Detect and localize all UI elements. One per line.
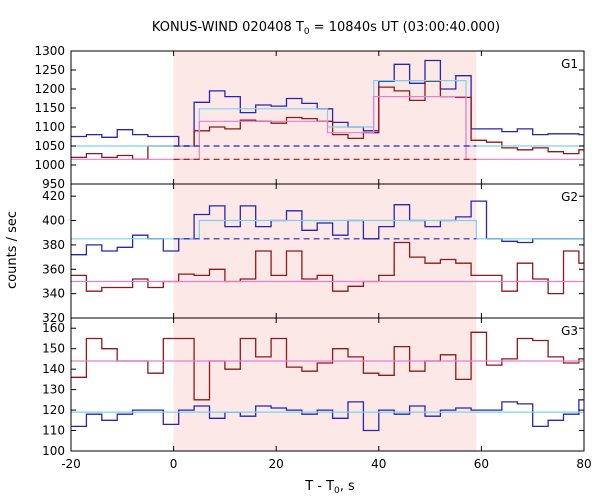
- panel-g1: 950 1000 1050 1100 1150 1200 1250 1300 G1: [34, 44, 585, 191]
- x-tick-label: -20: [61, 457, 81, 471]
- chart-title: KONUS-WIND 020408 T0 = 10840s UT (03:00:…: [152, 20, 500, 37]
- plot-area: 9501000105011001150120012501300G13203403…: [34, 44, 591, 471]
- series-counts-dark-red: [71, 241, 584, 295]
- shaded-interval: [173, 51, 477, 184]
- y-tick-label: 120: [42, 403, 65, 417]
- y-tick-label: 320: [42, 311, 65, 325]
- shaded-interval: [173, 318, 477, 451]
- series-counts-blue: [71, 399, 584, 432]
- y-tick-label: 1100: [34, 120, 65, 134]
- y-tick-label: 1150: [34, 101, 65, 115]
- y-tick-label: 110: [42, 424, 65, 438]
- y-tick-label: 420: [42, 189, 65, 203]
- panel-label: G2: [561, 190, 578, 204]
- y-tick-label: 1050: [34, 139, 65, 153]
- panel-label: G1: [561, 57, 578, 71]
- y-tick-label: 950: [42, 177, 65, 191]
- y-axis-label: counts / sec: [5, 211, 20, 289]
- panel-frame: [70, 317, 585, 452]
- y-tick-label: 1200: [34, 82, 65, 96]
- x-tick-label: 0: [170, 457, 178, 471]
- panel-g3: 100 110 120 130 140 150 160 G3: [42, 317, 585, 458]
- y-tick-label: 1300: [34, 44, 65, 58]
- y-tick-label: 1000: [34, 158, 65, 172]
- x-tick-label: 40: [371, 457, 386, 471]
- panel-g2: 320 340 360 380 400 420 G2: [42, 183, 585, 325]
- x-axis-label: T - T0, s: [304, 479, 355, 496]
- y-tick-label: 160: [42, 321, 65, 335]
- y-tick-label: 340: [42, 287, 65, 301]
- y-tick-label: 100: [42, 444, 65, 458]
- y-tick-label: 380: [42, 238, 65, 252]
- x-tick-label: 20: [269, 457, 284, 471]
- y-tick-label: 130: [42, 383, 65, 397]
- y-tick-label: 360: [42, 262, 65, 276]
- panel-label: G3: [561, 324, 578, 338]
- x-tick-label: 80: [576, 457, 591, 471]
- series-counts-dark-red: [71, 331, 584, 401]
- x-tick-label: 60: [474, 457, 489, 471]
- series-counts-blue: [71, 59, 584, 147]
- series-model-pink: [71, 96, 584, 160]
- y-tick-label: 150: [42, 342, 65, 356]
- shaded-interval: [173, 184, 477, 318]
- y-tick-label: 1250: [34, 63, 65, 77]
- y-tick-label: 400: [42, 214, 65, 228]
- y-tick-label: 140: [42, 362, 65, 376]
